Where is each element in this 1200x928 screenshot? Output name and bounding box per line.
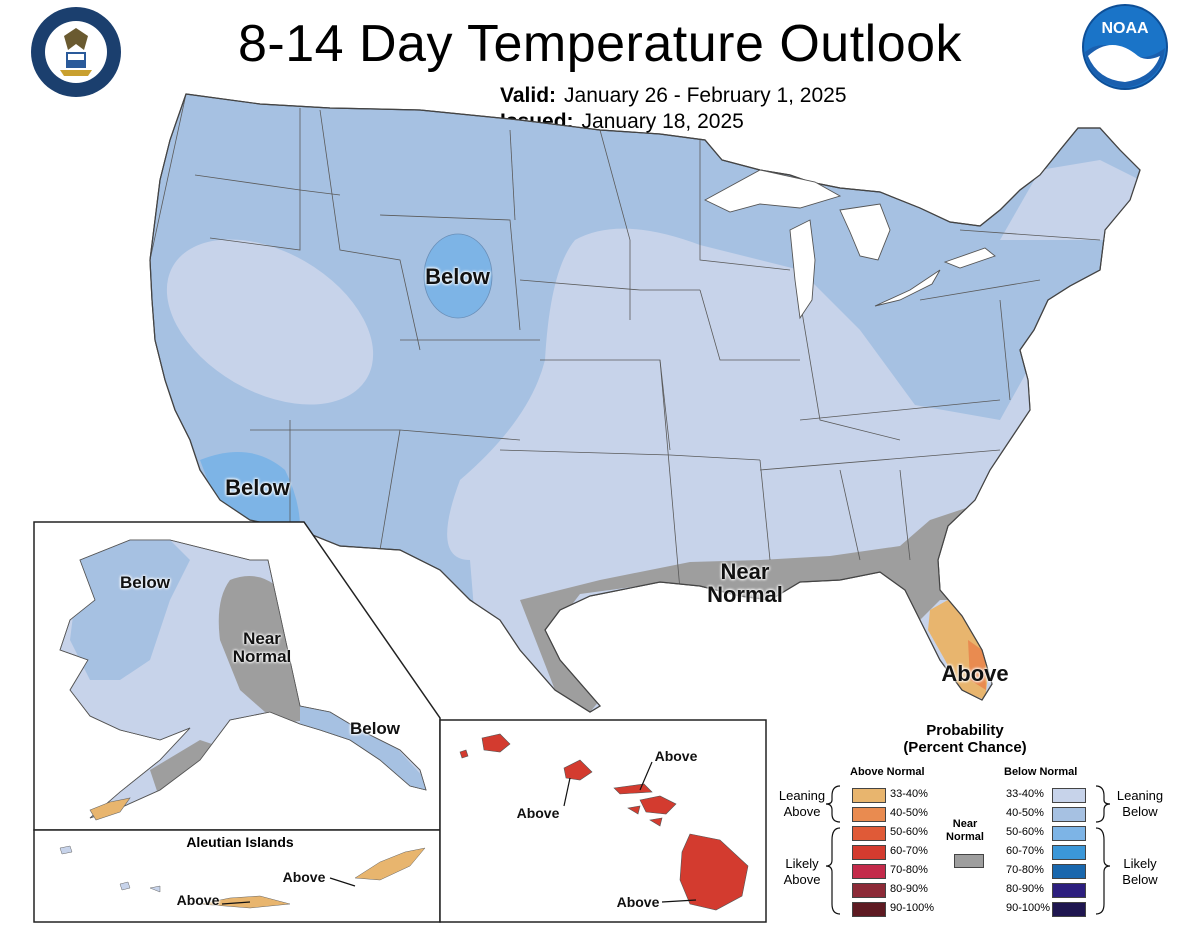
leaning-above-word2: Above [783, 803, 821, 819]
aleutian-above-label-east: Above [282, 869, 326, 885]
legend-swatch-below-1 [1052, 807, 1086, 822]
legend-range-above-3: 60-70% [890, 845, 928, 857]
alaska-peninsula-above-region [89, 797, 131, 821]
page-title: 8-14 Day Temperature Outlook [237, 15, 963, 73]
legend-swatch-above-3 [852, 845, 886, 860]
legend-leaning-above-label: Leaning Above [770, 788, 834, 819]
legend-below-normal-heading: Below Normal [1004, 766, 1078, 778]
legend-likely-below-label: Likely Below [1108, 856, 1172, 887]
socal-below-region [200, 452, 300, 528]
leaning-below-word1: Leaning [1116, 788, 1164, 803]
hawaii-inset [439, 719, 767, 923]
legend-swatch-above-0 [852, 788, 886, 803]
likely-below-word2: Below [1122, 871, 1158, 887]
great-basin-leaning-region [166, 239, 374, 405]
florida-above-label: Above [941, 661, 1009, 686]
valid-value: January 26 - February 1, 2025 [564, 84, 847, 107]
legend-range-below-0: 33-40% [1006, 788, 1044, 800]
aleutian-above-label-west: Above [176, 892, 220, 908]
legend-range-below-6: 90-100% [1006, 902, 1051, 914]
legend-title-line2: (Percent Chance) [903, 739, 1027, 757]
legend-brackets [825, 785, 1111, 915]
legend-range-above-6: 90-100% [890, 902, 935, 914]
legend-normal-label: Normal [946, 831, 984, 844]
alaska-normal-label: Normal [232, 646, 292, 666]
leaning-below-word2: Below [1122, 803, 1158, 819]
likely-above-word2: Above [783, 871, 821, 887]
legend-swatch-below-0 [1052, 788, 1086, 803]
issued-value: January 18, 2025 [581, 110, 744, 133]
leaning-below-maine-region [1000, 160, 1140, 240]
legend-swatch-below-3 [1052, 845, 1086, 860]
socal-below-label: Below [225, 475, 290, 500]
hawaii-big-island-above-label: Above [616, 894, 660, 910]
alaska-near-normal-label: Near Normal [222, 630, 302, 666]
legend-swatch-below-2 [1052, 826, 1086, 841]
legend-swatch-near-normal [954, 854, 984, 868]
likely-below-word1: Likely [1123, 856, 1157, 871]
legend-title-line1: Probability [926, 722, 1004, 739]
hawaii-oahu-above-label: Above [516, 805, 560, 821]
gulf-near-normal-region [520, 500, 990, 712]
valid-dates: Valid: January 26 - February 1, 2025 [500, 84, 847, 108]
legend-swatch-above-6 [852, 902, 886, 917]
wyoming-below-region [423, 233, 493, 319]
legend-swatch-above-4 [852, 864, 886, 879]
legend-range-below-5: 80-90% [1006, 883, 1044, 895]
gulf-normal-label: Normal [707, 582, 783, 608]
legend-likely-above-label: Likely Above [770, 856, 834, 887]
legend-swatch-below-4 [1052, 864, 1086, 879]
legend-swatch-above-1 [852, 807, 886, 822]
legend-range-above-1: 40-50% [890, 807, 928, 819]
leaning-above-word1: Leaning [778, 788, 826, 803]
legend-range-above-4: 70-80% [890, 864, 928, 876]
noaa-logo-text: NOAA [1101, 20, 1149, 37]
alaska-near-normal-region [218, 576, 310, 722]
legend-range-below-2: 50-60% [1006, 826, 1044, 838]
wyoming-below-label: Below [425, 264, 490, 289]
aleutian-inset-title: Aleutian Islands [186, 834, 294, 850]
legend-swatch-below-6 [1052, 902, 1086, 917]
noaa-logo: NOAA [1082, 4, 1168, 90]
alaska-near-label: Near [243, 629, 281, 648]
hawaii-maui-above-label: Above [654, 748, 698, 764]
legend-near-label: Near [952, 818, 978, 830]
legend-near-normal-heading: Near Normal [940, 818, 990, 844]
great-lakes [704, 169, 996, 320]
legend-swatch-above-5 [852, 883, 886, 898]
valid-label: Valid: [500, 84, 557, 107]
legend-above-normal-heading: Above Normal [850, 766, 925, 778]
commerce-seal-logo [31, 7, 121, 97]
legend-range-above-2: 50-60% [890, 826, 928, 838]
legend-range-above-0: 33-40% [890, 788, 928, 800]
legend-leaning-below-label: Leaning Below [1108, 788, 1172, 819]
aleutian-inset [33, 829, 441, 923]
gulf-near-label: Near [720, 559, 770, 584]
legend-range-below-3: 60-70% [1006, 845, 1044, 857]
alaska-west-below-label: Below [119, 573, 171, 592]
legend-range-above-5: 80-90% [890, 883, 928, 895]
gulf-near-normal-label: Near Normal [680, 560, 810, 606]
state-borders [150, 94, 1101, 591]
florida-above-40-region [968, 640, 986, 690]
legend-swatch-above-2 [852, 826, 886, 841]
legend-range-below-4: 70-80% [1006, 864, 1044, 876]
alaska-panhandle-below-label: Below [349, 719, 401, 738]
legend-swatch-below-5 [1052, 883, 1086, 898]
legend-range-below-1: 40-50% [1006, 807, 1044, 819]
likely-above-word1: Likely [785, 856, 819, 871]
legend-title: Probability (Percent Chance) [880, 722, 1050, 757]
alaska-west-below-region [70, 540, 190, 680]
